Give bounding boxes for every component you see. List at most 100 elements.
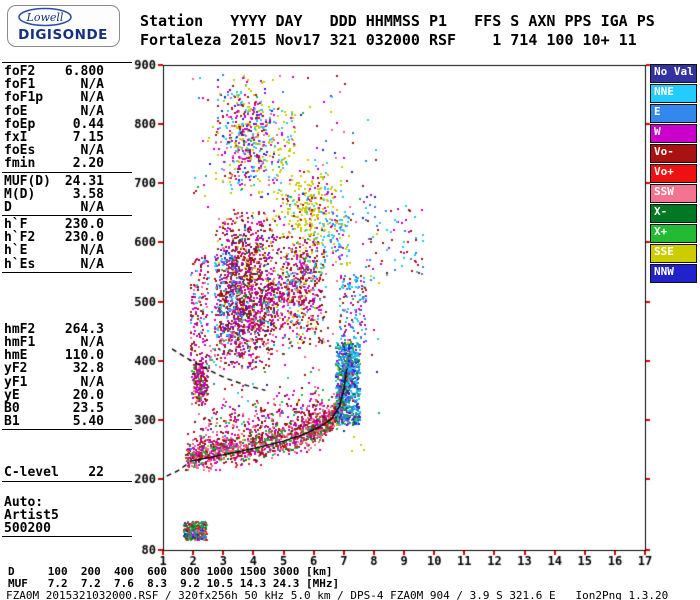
param-value: N/A [80,199,104,215]
param-row-yf1: yF1 N/A [2,374,132,390]
param-group-1: MUF(D) 24.31 M(D) 3.58 D N/A [2,173,132,217]
param-label: yE [4,387,20,403]
param-label: h`Es [4,256,36,272]
param-row-fxi: fxI 7.15 [2,129,132,145]
lowell-digisonde-logo: Lowell DIGISONDE [7,5,120,47]
header-line-2: Fortaleza 2015 Nov17 321 032000 RSF 1 71… [140,31,637,49]
param-row-mufd: MUF(D) 24.31 [2,173,132,189]
param-value: 2.20 [72,156,104,172]
param-label: MUF(D) [4,173,51,189]
param-row-fof2: foF2 6.800 [2,64,132,79]
param-value: 7.15 [72,129,104,145]
logo-lowell-text: Lowell [26,11,64,24]
parameter-panel: foF2 6.800 foF1 N/A foF1p N/A foE N/A foEp 0.44 fx… [2,62,132,538]
param-label: foF1 [4,77,36,93]
param-value: 230.0 [64,217,104,233]
param-value: N/A [80,77,104,93]
param-value: 0.44 [72,116,104,132]
param-label: yF2 [4,361,28,377]
param-row-yf2: yF2 32.8 [2,361,132,377]
param-label: yF1 [4,374,28,390]
param-label: hmF2 [4,321,36,337]
param-label: fxI [4,129,28,145]
param-label: foF1p [4,90,44,106]
param-row-b1: B1 5.40 [2,414,132,430]
legend-item-e: E [650,104,697,123]
param-label: foF2 [4,64,36,79]
legend-item-w: W [650,124,697,143]
param-row-fof1: foF1 N/A [2,77,132,93]
param-row-md: M(D) 3.58 [2,186,132,202]
logo-digisonde-text: DIGISONDE [18,27,108,43]
legend-item-vo-: Vo- [650,144,697,163]
legend-item-vo-: Vo+ [650,164,697,183]
param-value: 20.0 [72,387,104,403]
param-row-hmf2: hmF2 264.3 [2,321,132,337]
param-value: N/A [80,374,104,390]
param-row-he: h`E N/A [2,243,132,259]
param-label: foE [4,103,28,119]
param-value: N/A [80,256,104,272]
param-label: Auto: [4,494,44,510]
param-value: 24.31 [64,173,104,189]
param-label: D [4,199,12,215]
param-label: B0 [4,400,20,416]
muf-row: MUF 7.2 7.2 7.6 8.3 9.2 10.5 14.3 24.3 [… [8,577,340,590]
header-line-1: Station YYYY DAY DDD HHMMSS P1 FFS S AXN… [140,12,655,30]
param-label: h`F [4,217,28,233]
param-label: Artist5 [4,507,59,523]
direction-legend: No Val NNE E W Vo- Vo+ SSW X- X+ SSE NNW [650,64,697,284]
legend-item-x-: X- [650,204,697,223]
param-label: h`F2 [4,230,36,246]
param-value: N/A [80,103,104,119]
param-row-fmin: fmin 2.20 [2,156,132,172]
legend-item-no-val: No Val [650,64,697,83]
param-row-hf2: h`F2 230.0 [2,230,132,246]
param-row-ye: yE 20.0 [2,387,132,403]
status-line: FZA0M_2015321032000.RSF / 320fx256h 50 k… [6,589,669,600]
param-row-artist5: Artist5 [2,507,132,523]
param-row-clevel: C-level 22 [2,465,132,481]
legend-item-ssw: SSW [650,184,697,203]
param-row-500200: 500200 [2,520,132,536]
legend-item-sse: SSE [650,244,697,263]
param-value: 22 [88,465,104,481]
param-label: hmE [4,348,28,364]
param-value: 32.8 [72,361,104,377]
param-row-auto: Auto: [2,494,132,510]
logo-ellipse-icon [18,7,72,27]
param-label: B1 [4,414,20,430]
logo-graphic: Lowell DIGISONDE [18,7,108,43]
param-row-foes: foEs N/A [2,143,132,159]
param-label: foEs [4,143,36,159]
param-value: 23.5 [72,400,104,416]
param-value: N/A [80,143,104,159]
param-label: C-level [4,465,59,481]
param-label: hmF1 [4,335,36,350]
param-value: 230.0 [64,230,104,246]
param-row-d: D N/A [2,199,132,215]
param-label: foEp [4,116,36,132]
param-group-4: C-level 22 [2,464,132,482]
param-value: 110.0 [64,348,104,364]
param-value: N/A [80,335,104,350]
param-value: 5.40 [72,414,104,430]
param-value: N/A [80,90,104,106]
param-group-2: h`F 230.0 h`F2 230.0 h`E N/A h`Es N/A [2,216,132,273]
param-row-hf: h`F 230.0 [2,217,132,233]
param-row-foe: foE N/A [2,103,132,119]
param-row-hme: hmE 110.0 [2,348,132,364]
param-row-b0: B0 23.5 [2,400,132,416]
param-group-5: Auto: Artist5 500200 [2,494,132,538]
legend-item-nne: NNE [650,84,697,103]
param-group-0: foF2 6.800 foF1 N/A foF1p N/A foE N/A foEp 0.44 fx… [2,63,132,173]
param-label: 500200 [4,520,51,536]
param-row-foep: foEp 0.44 [2,116,132,132]
distance-row: D 100 200 400 600 800 1000 1500 3000 [km… [8,565,333,578]
param-value: N/A [80,243,104,259]
param-row-hes: h`Es N/A [2,256,132,272]
legend-item-x-: X+ [650,224,697,243]
param-label: M(D) [4,186,36,202]
